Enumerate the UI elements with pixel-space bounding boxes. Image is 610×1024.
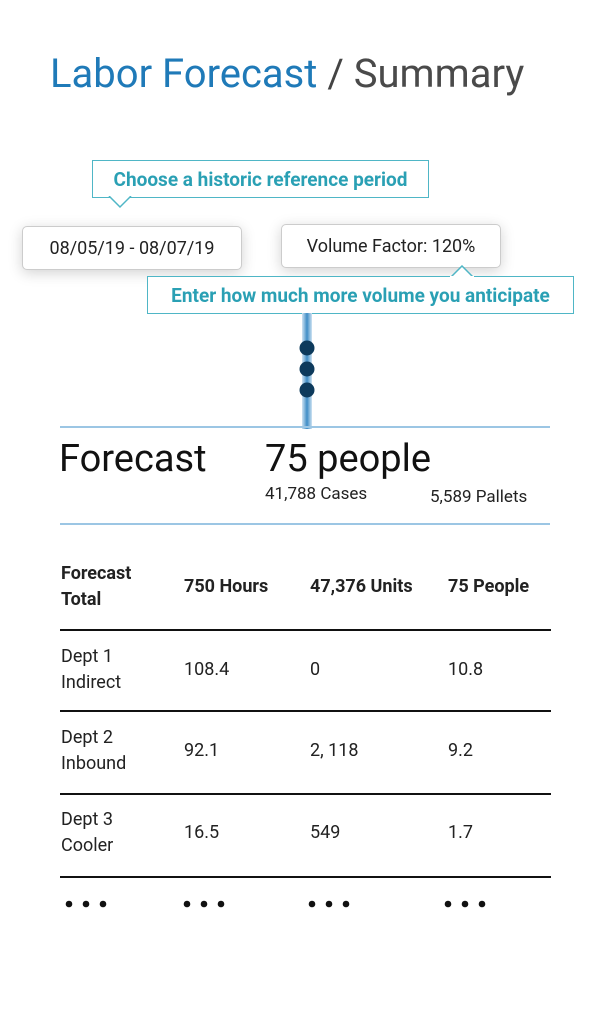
- row-label: Dept 2 Inbound: [61, 727, 127, 774]
- connector: [299, 313, 315, 429]
- table-cell: 92.1: [184, 740, 220, 761]
- title: Labor Forecast / Summary: [50, 50, 524, 97]
- table-cell: 9.2: [448, 740, 473, 761]
- divider: [60, 426, 550, 428]
- table-header: 47,376 Units: [310, 576, 413, 597]
- forecast-people: 75 people: [265, 437, 432, 481]
- table-header: 750 Hours: [184, 576, 269, 597]
- divider: [60, 523, 550, 525]
- volume-input[interactable]: Volume Factor: 120%: [281, 224, 501, 268]
- table-cell: 1.7: [448, 822, 473, 843]
- date-tooltip: Choose a historic reference period: [92, 160, 429, 198]
- table-cell: 549: [310, 822, 341, 843]
- row-line: [60, 710, 551, 712]
- row-line: [60, 629, 551, 631]
- row-line: [60, 793, 551, 795]
- forecast-label: Forecast: [59, 437, 207, 481]
- table-header: 75 People: [448, 576, 530, 597]
- row-label: Dept 1 Indirect: [61, 646, 122, 693]
- table-cell: 10.8: [448, 659, 484, 680]
- title-sub: Summary: [353, 50, 525, 97]
- table-cell: 2, 118: [310, 740, 359, 761]
- row-line: [60, 876, 551, 878]
- forecast-cases: 41,788 Cases: [265, 484, 368, 504]
- title-main: Labor Forecast: [50, 50, 318, 97]
- table-cell: 16.5: [184, 822, 220, 843]
- table-cell: 108.4: [184, 659, 230, 680]
- date-input[interactable]: 08/05/19 - 08/07/19: [22, 226, 242, 270]
- title-separator: /: [327, 50, 344, 97]
- tooltip-arrow: [450, 265, 474, 278]
- more-rows: [65, 900, 486, 908]
- tooltip-arrow: [108, 196, 132, 209]
- forecast-pallets: 5,589 Pallets: [430, 487, 528, 507]
- table-header: Forecast Total: [61, 563, 132, 610]
- volume-tooltip: Enter how much more volume you anticipat…: [147, 276, 574, 314]
- row-label: Dept 3 Cooler: [61, 809, 114, 856]
- table-cell: 0: [310, 659, 321, 680]
